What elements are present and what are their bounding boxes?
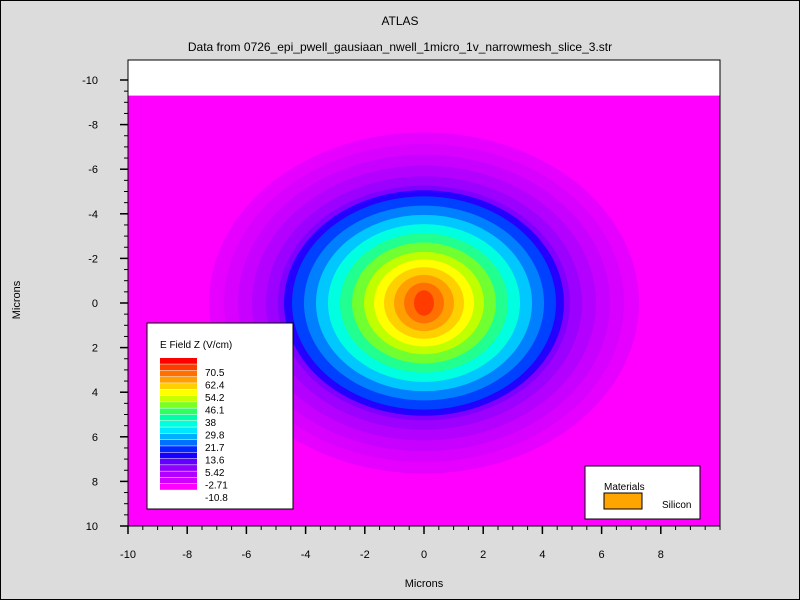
x-tick-label: 0 xyxy=(421,549,427,561)
legend-swatch xyxy=(160,414,197,421)
legend-label: 70.5 xyxy=(205,368,225,379)
x-tick-label: 2 xyxy=(480,549,486,561)
y-tick-label: 8 xyxy=(92,476,98,488)
legend-swatch xyxy=(160,370,197,377)
legend-swatch xyxy=(160,458,197,465)
legend-swatch xyxy=(160,421,197,427)
plot-title: ATLAS xyxy=(381,14,419,28)
legend-label: 29.8 xyxy=(205,431,225,442)
legend-swatch xyxy=(160,433,197,440)
x-tick-label: 4 xyxy=(539,549,545,561)
y-tick-label: 0 xyxy=(92,298,98,310)
legend-swatch xyxy=(160,452,197,459)
x-axis-label: Microns xyxy=(404,578,444,590)
x-tick-label: -2 xyxy=(360,549,370,561)
x-tick-label: -4 xyxy=(301,549,311,561)
legend-swatch xyxy=(160,402,197,408)
materials-title: Materials xyxy=(604,482,645,493)
legend-label: 13.6 xyxy=(205,456,225,467)
legend-swatch xyxy=(160,484,197,490)
y-tick-label: 2 xyxy=(92,343,98,355)
y-tick-label: 4 xyxy=(92,387,98,399)
y-tick-label: -2 xyxy=(88,253,98,265)
legend-label: 5.42 xyxy=(205,468,225,479)
legend-label: 54.2 xyxy=(205,393,225,404)
legend: E Field Z (V/cm) 70.5 62.454.2 46.138 29.821… xyxy=(146,322,294,510)
materials-legend: Materials Silicon xyxy=(584,465,701,520)
legend-swatch xyxy=(160,446,197,452)
y-tick-label: -4 xyxy=(88,209,98,221)
x-tick-label: 8 xyxy=(658,549,664,561)
legend-swatch xyxy=(160,383,197,389)
legend-swatch xyxy=(160,364,197,371)
x-tick-label: -8 xyxy=(182,549,192,561)
y-tick-label: -10 xyxy=(82,75,98,87)
legend-swatch xyxy=(160,477,197,484)
legend-swatch xyxy=(160,376,197,383)
legend-swatch xyxy=(160,439,197,446)
x-tick-label: -10 xyxy=(120,549,136,561)
legend-label: -2.71 xyxy=(205,481,228,492)
plot-subtitle: Data from 0726_epi_pwell_gausiaan_nwell_… xyxy=(187,40,613,54)
y-tick-label: -8 xyxy=(88,120,98,132)
legend-label: 38 xyxy=(205,418,217,429)
legend-label: 46.1 xyxy=(205,406,225,417)
y-tick-label: 10 xyxy=(86,521,98,533)
legend-swatch xyxy=(160,465,197,471)
contour-band xyxy=(414,290,434,316)
x-tick-label: -6 xyxy=(242,549,252,561)
contour-group xyxy=(209,132,639,474)
x-tick-label: 6 xyxy=(599,549,605,561)
material-label: Silicon xyxy=(662,500,691,511)
legend-swatch xyxy=(160,358,197,364)
legend-swatch xyxy=(160,408,197,415)
y-tick-label: 6 xyxy=(92,432,98,444)
legend-swatch xyxy=(160,471,197,478)
legend-swatch xyxy=(160,395,197,402)
legend-swatch xyxy=(160,389,197,396)
y-tick-label: -6 xyxy=(88,164,98,176)
legend-title: E Field Z (V/cm) xyxy=(160,340,232,351)
legend-label: 62.4 xyxy=(205,381,225,392)
material-swatch xyxy=(603,492,643,510)
legend-label: -10.8 xyxy=(205,493,228,504)
legend-swatch xyxy=(160,427,197,434)
legend-label: 21.7 xyxy=(205,443,225,454)
